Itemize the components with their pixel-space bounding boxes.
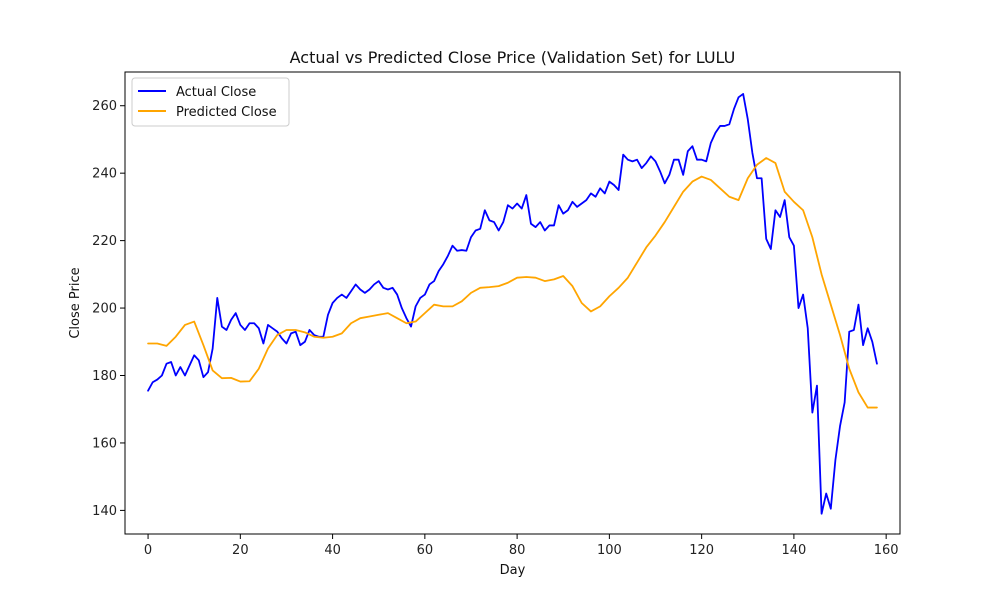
series-line-actual (147, 93, 878, 515)
y-tick-label: 140 (92, 504, 117, 519)
y-axis: 140 160 180 200 220 240 260 (92, 99, 125, 519)
x-tick-label: 160 (874, 543, 899, 558)
plot-area (124, 71, 901, 535)
y-axis-label: Close Price (68, 267, 83, 338)
x-tick-label: 60 (417, 543, 434, 558)
x-axis: 0 20 40 60 80 100 120 140 160 (144, 534, 899, 558)
x-tick-label: 120 (689, 543, 714, 558)
x-tick-label: 100 (597, 543, 622, 558)
x-tick-label: 20 (232, 543, 249, 558)
legend: Actual Close Predicted Close (131, 77, 290, 127)
y-tick-label: 220 (92, 234, 117, 249)
x-tick-label: 0 (144, 543, 152, 558)
x-axis-label: Day (500, 563, 526, 578)
x-tick-label: 80 (509, 543, 526, 558)
x-tick-label: 40 (324, 543, 341, 558)
x-tick-label: 140 (781, 543, 806, 558)
legend-label-actual: Actual Close (176, 85, 256, 100)
legend-box (131, 77, 290, 127)
series-layer (147, 93, 878, 515)
y-tick-label: 160 (92, 436, 117, 451)
chart-title: Actual vs Predicted Close Price (Validat… (290, 48, 736, 67)
y-tick-label: 200 (92, 302, 117, 317)
axes-frame (124, 71, 901, 535)
legend-label-predicted: Predicted Close (176, 105, 277, 120)
series-line-predicted (147, 157, 878, 409)
y-tick-label: 260 (92, 99, 117, 114)
y-tick-label: 180 (92, 369, 117, 384)
axes-background (125, 72, 900, 534)
y-tick-label: 240 (92, 167, 117, 182)
